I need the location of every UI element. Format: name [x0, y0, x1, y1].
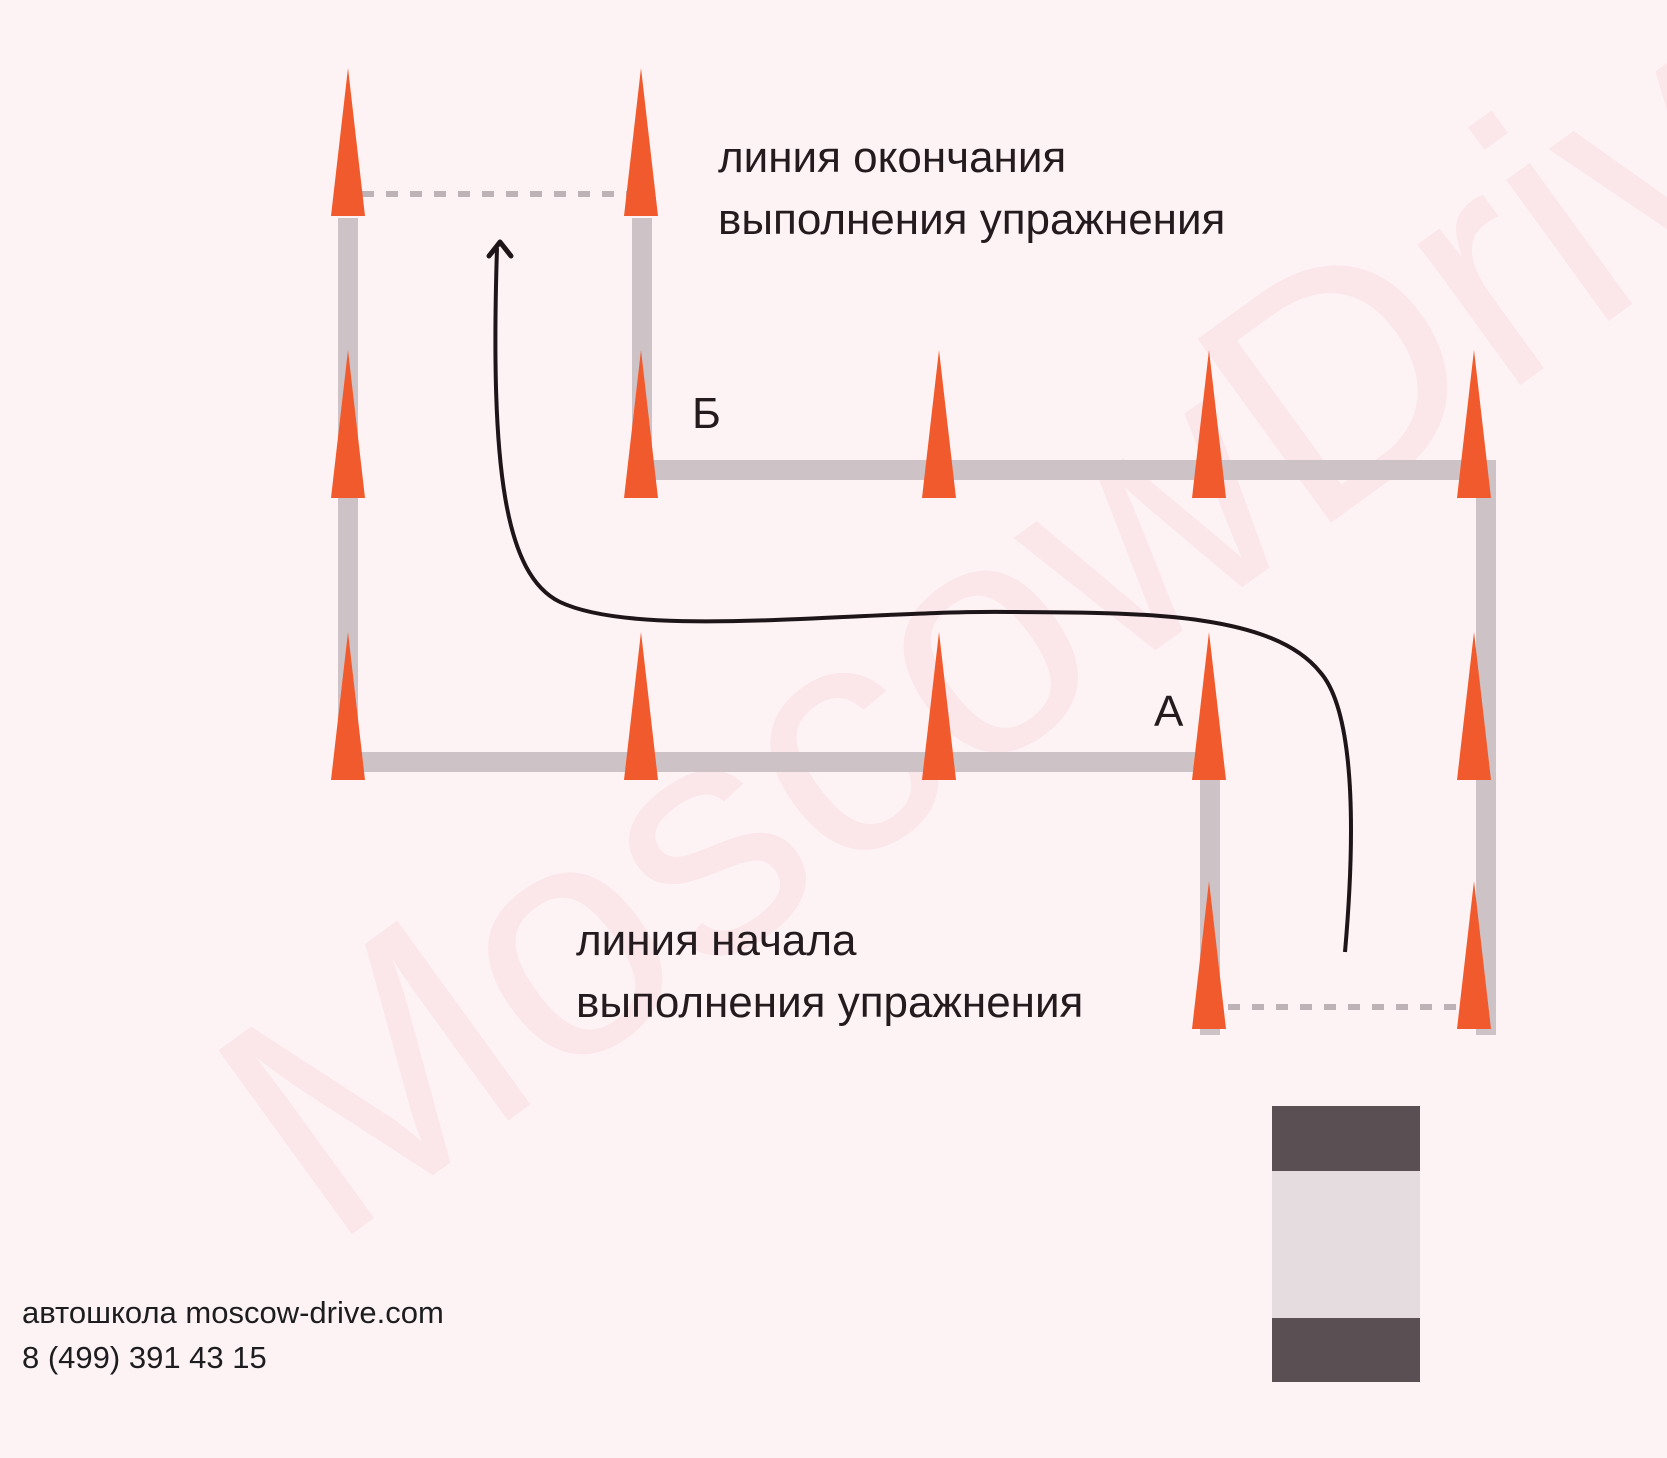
point-a-label: А: [1154, 687, 1184, 736]
traffic-cone-icon: [1192, 350, 1226, 498]
traffic-cone-icon: [1457, 350, 1491, 498]
vehicle-path: [493, 247, 1353, 953]
car-rear: [1272, 1318, 1420, 1382]
car-icon: [1272, 1106, 1420, 1382]
traffic-cone-icon: [1457, 881, 1491, 1029]
traffic-cone-icon: [1457, 632, 1491, 780]
traffic-cone-icon: [624, 350, 658, 498]
traffic-cone-icon: [331, 350, 365, 498]
traffic-cone-icon: [1192, 632, 1226, 780]
car-front: [1272, 1106, 1420, 1171]
traffic-cone-icon: [624, 68, 658, 216]
traffic-cone-icon: [922, 350, 956, 498]
start-line-label-1: линия начала: [576, 916, 857, 965]
traffic-cone-icon: [922, 632, 956, 780]
cones: [331, 68, 1491, 1029]
finish-line-label-2: выполнения упражнения: [718, 195, 1225, 244]
traffic-cone-icon: [624, 632, 658, 780]
start-line-label-2: выполнения упражнения: [576, 978, 1083, 1027]
traffic-cone-icon: [331, 632, 365, 780]
point-b-label: Б: [692, 389, 721, 438]
arrow-up-icon: [486, 239, 514, 259]
footer: автошкола moscow-drive.com 8 (499) 391 4…: [22, 1290, 444, 1380]
school-phone: 8 (499) 391 43 15: [22, 1340, 267, 1375]
finish-line-label-1: линия окончания: [718, 133, 1066, 182]
traffic-cone-icon: [1192, 881, 1226, 1029]
school-name: автошкола moscow-drive.com: [22, 1295, 444, 1330]
traffic-cone-icon: [331, 68, 365, 216]
